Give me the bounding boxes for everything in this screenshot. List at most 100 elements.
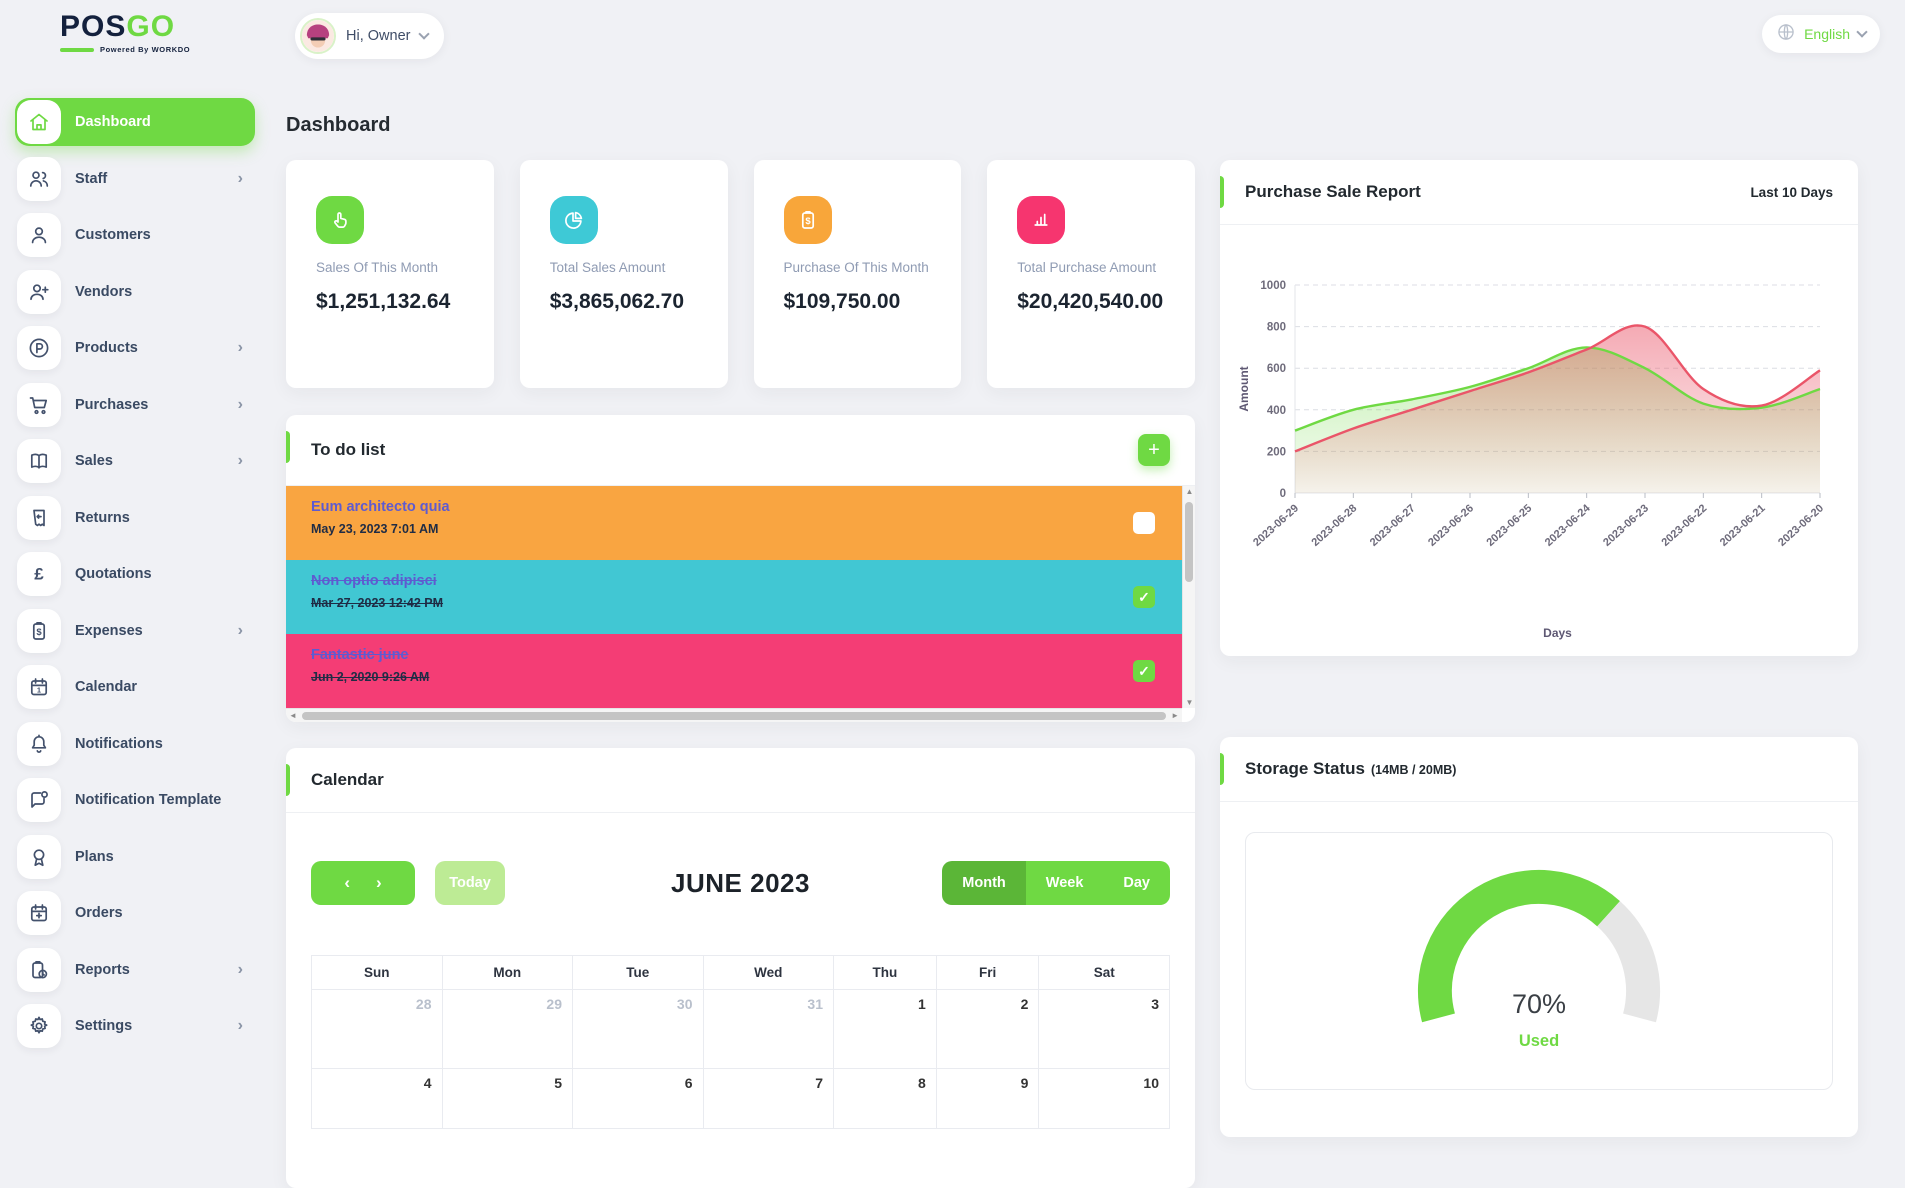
day-header-fri: Fri: [935, 955, 1040, 990]
sidebar-item-settings[interactable]: Settings ›: [15, 1002, 255, 1050]
sidebar: Dashboard Staff › Customers Vendors Products ›…: [15, 98, 255, 1059]
svg-text:1000: 1000: [1260, 280, 1286, 292]
scroll-left-icon[interactable]: ◄: [289, 711, 297, 720]
calendar-day-cell[interactable]: 29: [441, 989, 573, 1069]
calendar-day-cell[interactable]: 30: [572, 989, 704, 1069]
sidebar-item-calendar[interactable]: 1 Calendar: [15, 663, 255, 711]
chevron-left-icon[interactable]: ‹: [344, 873, 350, 892]
todo-item-eum-architecto-quia: Eum architecto quia May 23, 2023 7:01 AM: [286, 486, 1195, 560]
calendar-today-button[interactable]: Today: [435, 861, 505, 905]
clipboard-dollar-badge: $: [783, 196, 832, 244]
scroll-down-icon[interactable]: ▼: [1185, 698, 1194, 707]
sidebar-item-label: Quotations: [75, 566, 152, 582]
card-accent-bar: [1220, 753, 1224, 785]
chevron-right-icon[interactable]: ›: [376, 873, 382, 892]
sidebar-item-plans[interactable]: Plans: [15, 833, 255, 881]
sidebar-item-dashboard[interactable]: Dashboard: [15, 98, 255, 146]
calendar-view-day[interactable]: Day: [1103, 861, 1170, 905]
calendar-day-cell[interactable]: 28: [311, 989, 443, 1069]
storage-status-card: Storage Status (14MB / 20MB) 70% Used: [1220, 737, 1858, 1137]
scroll-up-icon[interactable]: ▲: [1185, 487, 1194, 496]
sidebar-item-orders[interactable]: Orders: [15, 889, 255, 937]
sidebar-item-sales[interactable]: Sales ›: [15, 437, 255, 485]
storage-used-label: Used: [1519, 1032, 1559, 1050]
storage-usage-label: (14MB / 20MB): [1370, 763, 1457, 777]
language-label: English: [1804, 26, 1850, 42]
calendar-day-cell[interactable]: 5: [441, 1068, 573, 1129]
day-header-thu: Thu: [833, 955, 937, 990]
todo-checkbox[interactable]: [1133, 512, 1155, 534]
calendar-view-week[interactable]: Week: [1025, 861, 1104, 905]
product-p-icon: [29, 338, 49, 358]
calendar-plus-icon: [30, 904, 48, 922]
calendar-prev-next-buttons[interactable]: ‹ ›: [311, 861, 415, 905]
logo-tagline: Powered By WORKDO: [100, 45, 191, 54]
sidebar-item-label: Reports: [75, 961, 130, 978]
pie-icon: [564, 211, 582, 229]
add-todo-button[interactable]: +: [1138, 434, 1170, 466]
svg-text:2023-06-28: 2023-06-28: [1309, 502, 1359, 549]
stat-label: Purchase Of This Month: [783, 260, 929, 275]
day-header-wed: Wed: [702, 955, 834, 990]
user-plus-icon-box: [17, 269, 61, 314]
sidebar-item-label: Customers: [75, 227, 151, 243]
calendar-day-cell[interactable]: 3: [1038, 989, 1170, 1069]
calendar-day-cell[interactable]: 4: [311, 1068, 443, 1129]
sidebar-item-label: Notifications: [75, 735, 163, 752]
sidebar-item-notification-template[interactable]: Notification Template: [15, 776, 255, 824]
calendar-day-cell[interactable]: 1: [833, 989, 937, 1069]
sidebar-item-vendors[interactable]: Vendors: [15, 268, 255, 316]
svg-text:200: 200: [1267, 446, 1286, 458]
clipboard-dollar-icon-box: $: [17, 608, 61, 653]
sidebar-item-customers[interactable]: Customers: [15, 211, 255, 259]
user-menu[interactable]: Hi, Owner: [295, 13, 445, 59]
calendar-day-cell[interactable]: 8: [833, 1068, 937, 1129]
svg-text:600: 600: [1267, 363, 1286, 375]
svg-text:2023-06-29: 2023-06-29: [1251, 502, 1301, 549]
stat-card-sales-of-this-month: Sales Of This Month $1,251,132.64: [286, 160, 494, 388]
day-number: 10: [1143, 1075, 1159, 1091]
stat-label: Total Sales Amount: [549, 260, 666, 275]
svg-text:$: $: [805, 216, 811, 227]
day-number: 4: [423, 1075, 432, 1091]
sidebar-item-reports[interactable]: Reports ›: [15, 946, 255, 994]
calendar-day-cell[interactable]: 31: [702, 989, 834, 1069]
todo-horizontal-scrollbar[interactable]: ◄ ►: [286, 708, 1182, 722]
todo-vertical-scrollbar[interactable]: ▲ ▼: [1182, 486, 1195, 708]
calendar-day-cell[interactable]: 6: [572, 1068, 704, 1129]
calendar-day-cell[interactable]: 7: [702, 1068, 834, 1129]
calendar-day-cell[interactable]: 9: [935, 1068, 1040, 1129]
stat-card-purchase-of-this-month: $ Purchase Of This Month $109,750.00: [753, 160, 962, 388]
todo-list: Eum architecto quia May 23, 2023 7:01 AM N…: [286, 486, 1195, 722]
todo-checkbox[interactable]: ✓: [1133, 586, 1155, 608]
clipboard-clock-icon-box: [17, 947, 61, 992]
calendar-card: Calendar JUNE 2023 ‹ › Today Month Week Da…: [286, 748, 1195, 1188]
sidebar-item-returns[interactable]: Returns: [15, 494, 255, 542]
scrollbar-thumb[interactable]: [1185, 502, 1193, 582]
calendar-day-cell[interactable]: 10: [1038, 1068, 1170, 1129]
day-number: 29: [546, 996, 562, 1012]
calendar-month-title: JUNE 2023: [671, 867, 810, 898]
todo-item-datetime: Jun 2, 2020 9:26 AM: [311, 670, 430, 684]
sidebar-item-notifications[interactable]: Notifications: [15, 720, 255, 768]
calendar-view-month[interactable]: Month: [942, 861, 1026, 905]
stat-card-total-purchase-amount: Total Purchase Amount $20,420,540.00: [987, 160, 1195, 388]
scroll-right-icon[interactable]: ►: [1171, 711, 1179, 720]
sidebar-item-purchases[interactable]: Purchases ›: [15, 381, 255, 429]
language-selector[interactable]: English: [1762, 15, 1880, 53]
sidebar-item-products[interactable]: Products ›: [15, 324, 255, 372]
logo-underline: [60, 47, 94, 52]
sidebar-item-label: Orders: [75, 905, 123, 921]
todo-checkbox[interactable]: ✓: [1133, 660, 1155, 682]
sidebar-item-quotations[interactable]: £ Quotations: [15, 550, 255, 598]
day-header-sun: Sun: [311, 955, 443, 990]
sidebar-item-label: Calendar: [75, 679, 138, 695]
avatar: [300, 18, 336, 54]
bell-icon-box: [17, 721, 61, 766]
sidebar-item-staff[interactable]: Staff ›: [15, 155, 255, 203]
gear-icon: [30, 1016, 48, 1034]
todo-card: To do list + Eum architecto quia May 23, …: [286, 415, 1195, 722]
scrollbar-thumb[interactable]: [302, 712, 1166, 720]
calendar-day-cell[interactable]: 2: [935, 989, 1040, 1069]
sidebar-item-expenses[interactable]: $ Expenses ›: [15, 607, 255, 655]
